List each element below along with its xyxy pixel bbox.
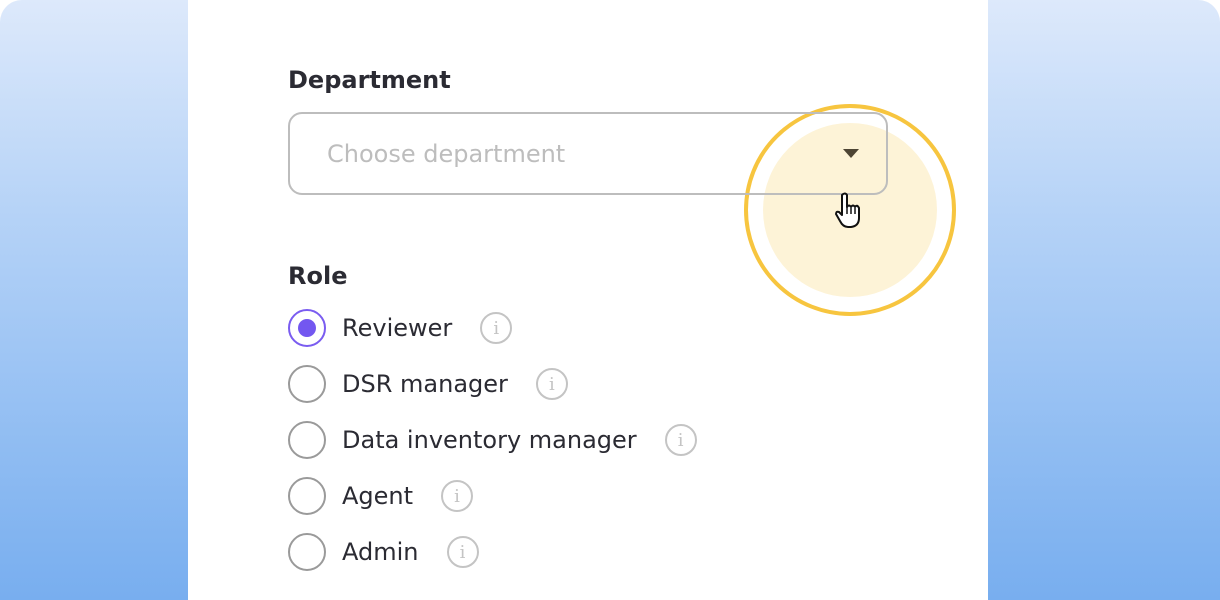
role-option-agent[interactable]: Agent i (288, 477, 474, 515)
role-label: Role (288, 262, 348, 290)
radio-admin[interactable] (288, 533, 326, 571)
radio-data-inventory-manager[interactable] (288, 421, 326, 459)
role-option-dsr-manager[interactable]: DSR manager i (288, 365, 568, 403)
chevron-down-icon[interactable] (843, 149, 859, 158)
option-label: DSR manager (342, 370, 508, 398)
radio-reviewer[interactable] (288, 309, 326, 347)
option-label: Agent (342, 482, 414, 510)
info-icon[interactable]: i (480, 312, 513, 344)
hand-cursor-icon (835, 192, 860, 228)
department-label: Department (288, 66, 451, 94)
role-option-admin[interactable]: Admin i (288, 533, 479, 571)
role-option-reviewer[interactable]: Reviewer i (288, 309, 513, 347)
department-placeholder: Choose department (327, 140, 566, 168)
click-highlight-ring (744, 104, 956, 316)
option-label: Admin (342, 538, 419, 566)
info-icon[interactable]: i (441, 480, 474, 512)
radio-dsr-manager[interactable] (288, 365, 326, 403)
role-option-data-inventory-manager[interactable]: Data inventory manager i (288, 421, 697, 459)
info-icon[interactable]: i (664, 424, 697, 456)
option-label: Reviewer (342, 314, 453, 342)
department-select[interactable]: Choose department (288, 112, 888, 195)
option-label: Data inventory manager (342, 426, 637, 454)
info-icon[interactable]: i (535, 368, 568, 400)
info-icon[interactable]: i (446, 536, 479, 568)
radio-agent[interactable] (288, 477, 326, 515)
